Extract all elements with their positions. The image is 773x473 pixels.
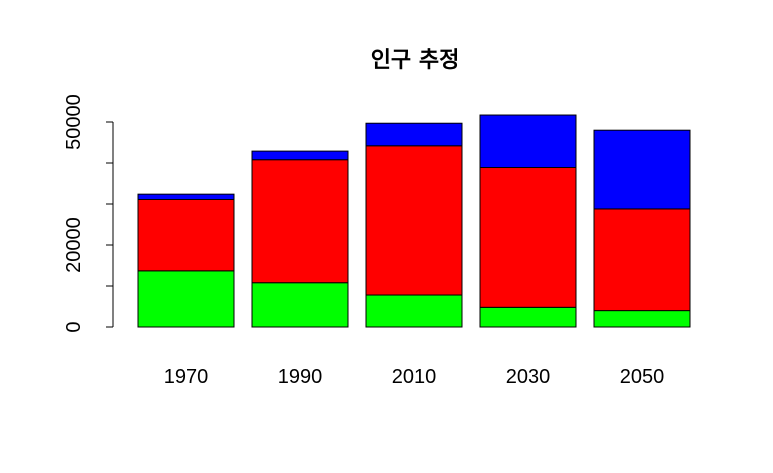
bar-segment-2050-1 — [593, 208, 691, 312]
y-axis: 0 20000 50000 — [63, 94, 114, 333]
bar-segment-2010-2 — [365, 122, 463, 147]
x-axis-labels: 1970 1990 2010 2030 2050 — [164, 366, 665, 388]
bar-segment-1990-1 — [251, 159, 349, 284]
x-tick-label: 2010 — [392, 366, 437, 388]
x-tick-label: 2050 — [620, 366, 665, 388]
chart-title: 인구 추정 — [371, 48, 460, 73]
bars — [137, 114, 691, 328]
x-tick-label: 1970 — [164, 366, 209, 388]
bar-segment-2030-0 — [479, 306, 577, 328]
y-tick-label: 0 — [63, 321, 85, 332]
bar-segment-1990-0 — [251, 282, 349, 328]
bar-segment-1970-2 — [137, 193, 235, 200]
x-tick-label: 1990 — [278, 366, 323, 388]
y-tick-label: 50000 — [63, 94, 85, 150]
bar-segment-1970-0 — [137, 270, 235, 328]
bar-segment-2050-0 — [593, 310, 691, 328]
bar-segment-1970-1 — [137, 198, 235, 272]
bar-segment-2010-1 — [365, 145, 463, 296]
bar-segment-2010-0 — [365, 294, 463, 328]
bar-segment-2030-2 — [479, 114, 577, 169]
bar-segment-2050-2 — [593, 129, 691, 210]
bar-segment-1990-2 — [251, 150, 349, 161]
bar-segment-2030-1 — [479, 167, 577, 308]
y-tick-label: 20000 — [63, 217, 85, 273]
x-tick-label: 2030 — [506, 366, 551, 388]
